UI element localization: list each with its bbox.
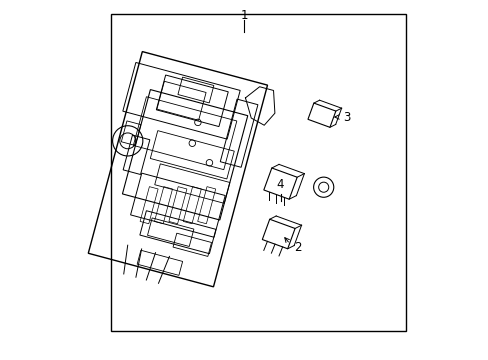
Text: 2: 2 — [294, 241, 301, 254]
Text: 3: 3 — [343, 111, 350, 123]
Text: 1: 1 — [240, 9, 248, 22]
Text: 4: 4 — [276, 178, 284, 191]
Bar — [111, 14, 406, 331]
